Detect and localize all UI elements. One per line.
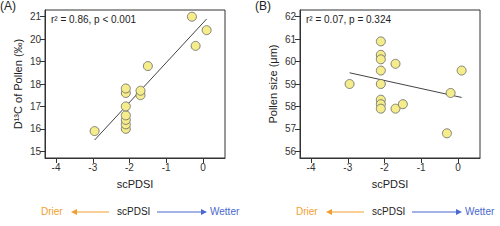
svg-text:57: 57 [285,123,297,134]
svg-text:Wetter: Wetter [465,206,495,217]
svg-text:58: 58 [285,101,297,112]
svg-text:59: 59 [285,79,297,90]
svg-text:0: 0 [200,162,206,173]
svg-text:scPDSI: scPDSI [117,178,154,190]
svg-text:Wetter: Wetter [210,206,240,217]
svg-text:r² = 0.07, p = 0.324: r² = 0.07, p = 0.324 [306,14,391,25]
svg-text:21: 21 [30,11,42,22]
svg-text:Drier: Drier [296,206,318,217]
svg-text:18: 18 [30,79,42,90]
svg-text:61: 61 [285,34,297,45]
svg-text:15: 15 [30,146,42,157]
svg-text:scPDSI: scPDSI [372,206,405,217]
svg-text:56: 56 [285,146,297,157]
svg-text:-3: -3 [343,162,352,173]
svg-text:20: 20 [30,34,42,45]
svg-text:Pollen size (μm): Pollen size (μm) [267,44,279,123]
svg-text:19: 19 [30,56,42,67]
svg-text:-4: -4 [52,162,61,173]
svg-text:D¹³C of Pollen (‰): D¹³C of Pollen (‰) [12,39,24,129]
svg-text:(A): (A) [0,0,16,13]
svg-text:(B): (B) [255,0,271,13]
svg-text:-2: -2 [125,162,134,173]
svg-text:scPDSI: scPDSI [117,206,150,217]
svg-text:r² = 0.86, p < 0.001: r² = 0.86, p < 0.001 [51,14,136,25]
svg-text:-2: -2 [380,162,389,173]
svg-text:60: 60 [285,56,297,67]
svg-text:-1: -1 [162,162,171,173]
svg-text:-3: -3 [88,162,97,173]
svg-text:-1: -1 [417,162,426,173]
svg-text:62: 62 [285,11,297,22]
svg-text:scPDSI: scPDSI [372,178,409,190]
svg-text:0: 0 [455,162,461,173]
svg-text:17: 17 [30,101,42,112]
svg-text:16: 16 [30,123,42,134]
svg-text:Drier: Drier [41,206,63,217]
svg-text:-4: -4 [307,162,316,173]
